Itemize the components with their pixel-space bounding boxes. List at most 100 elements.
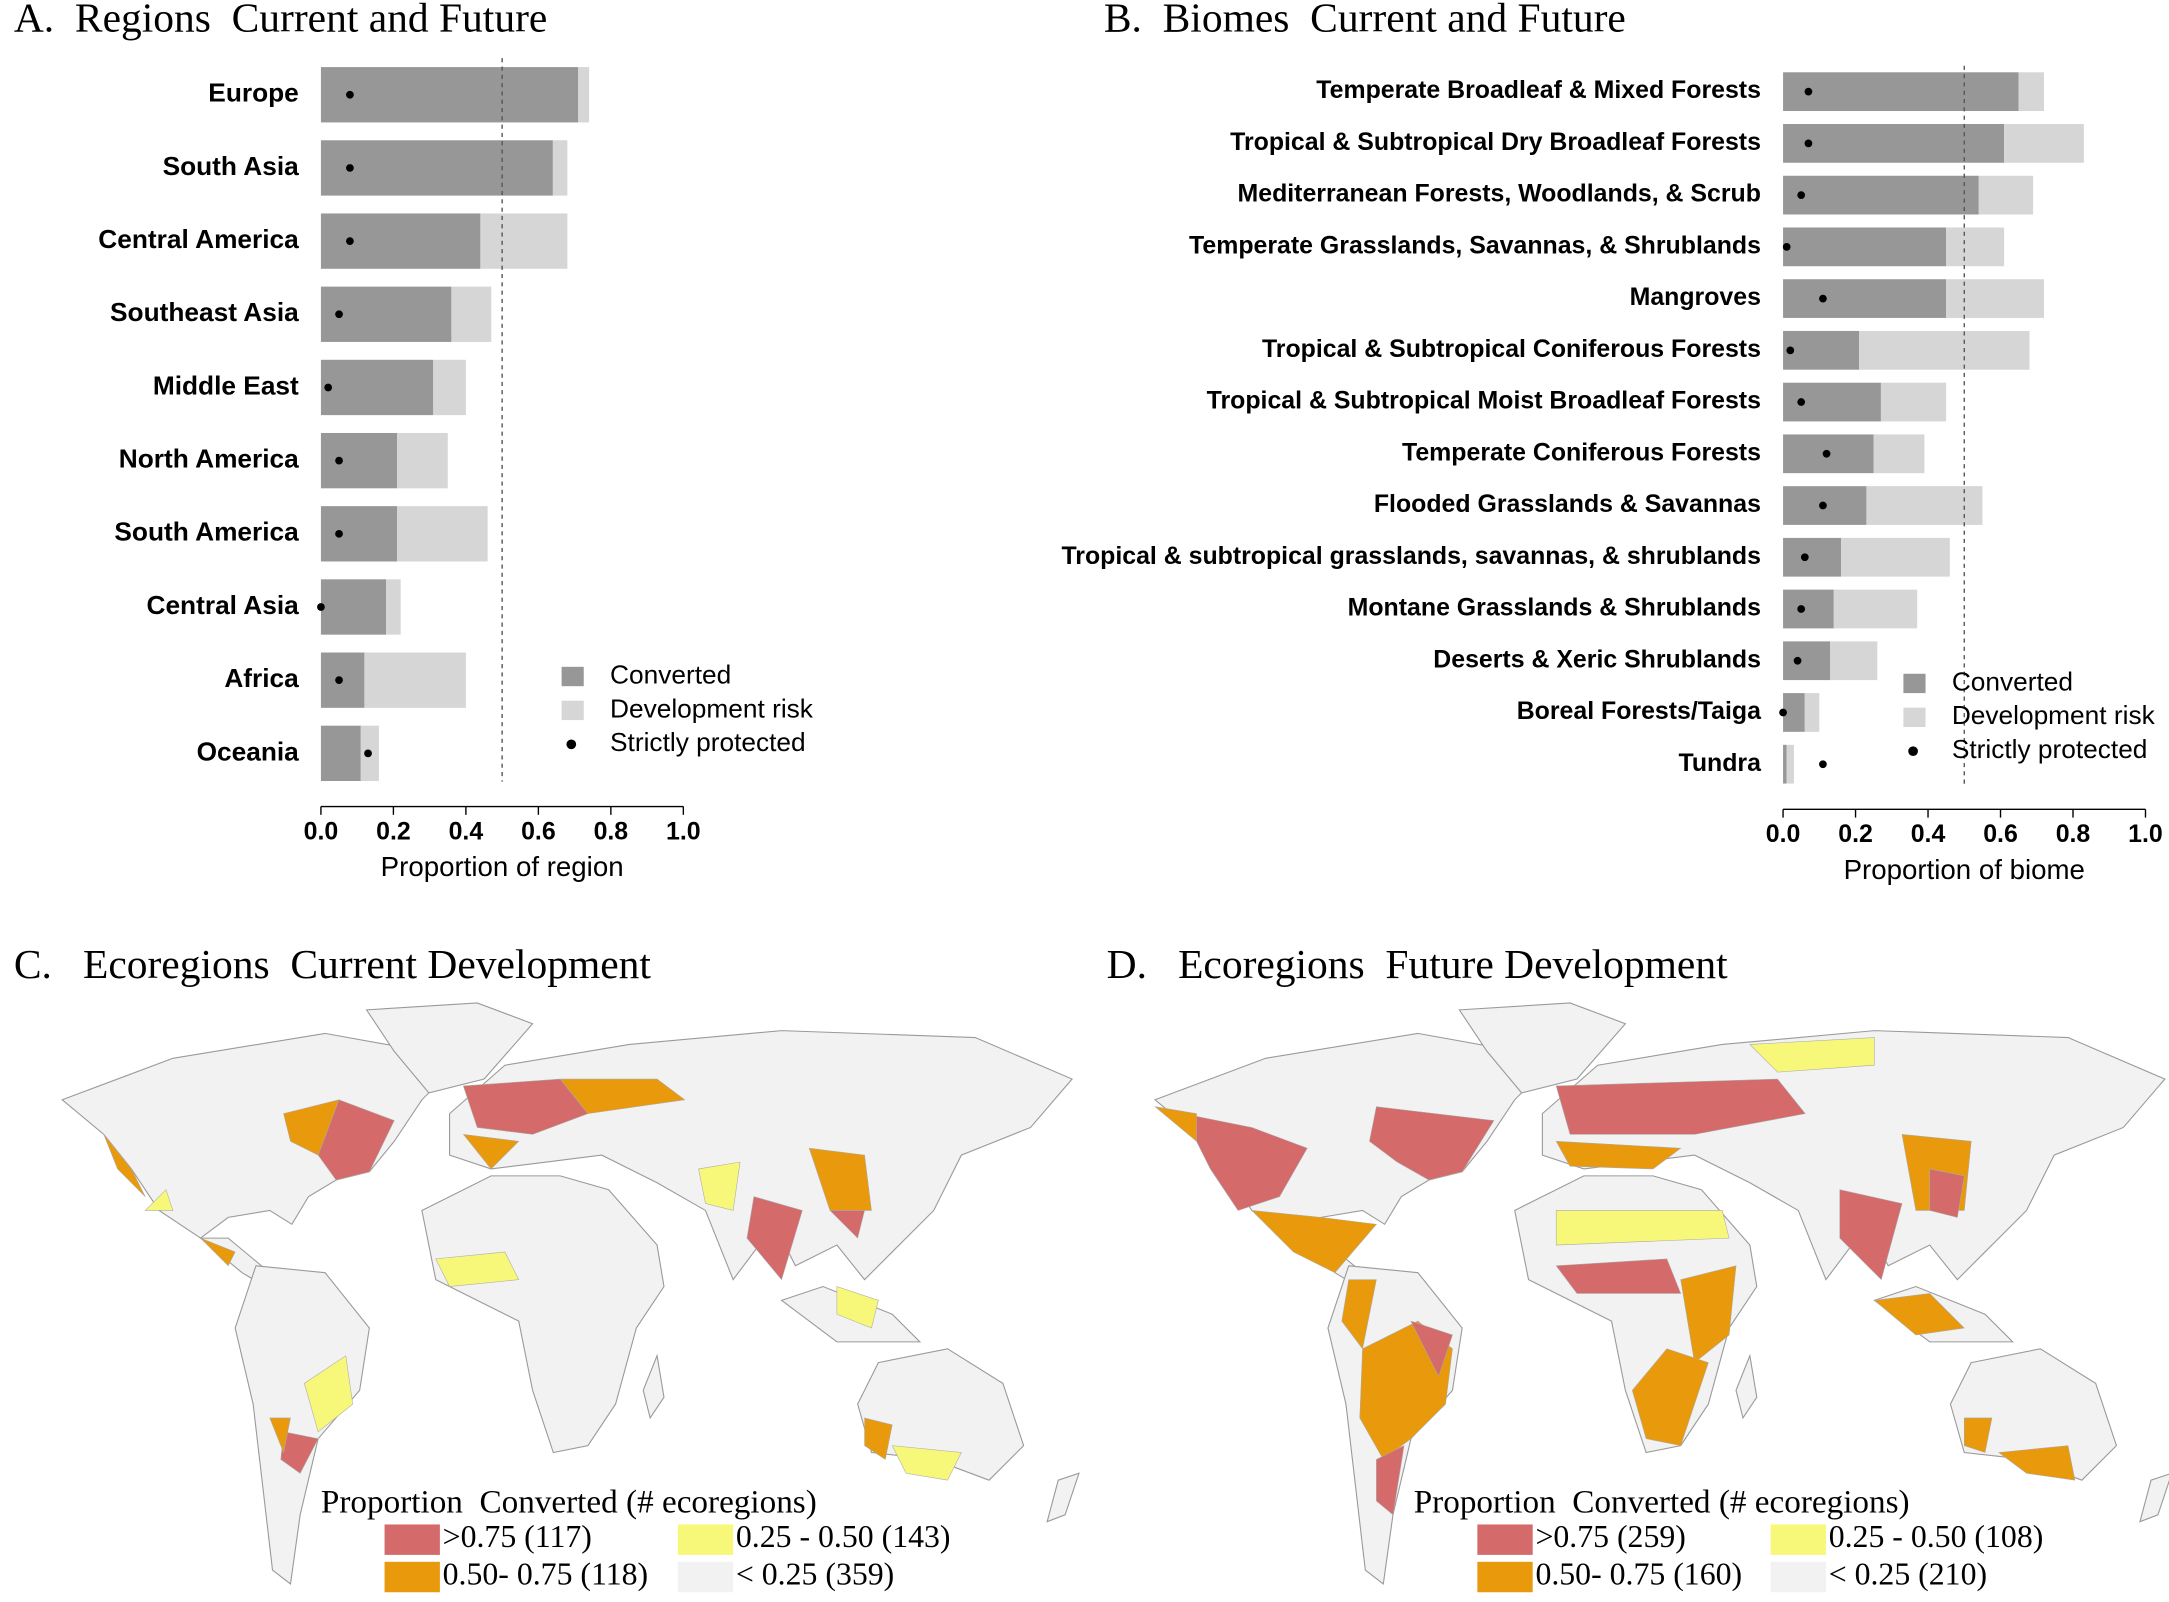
- category-label: Temperate Broadleaf & Mixed Forests: [1316, 76, 1761, 104]
- bar-segment: [386, 579, 401, 635]
- ecoregion: [280, 1431, 319, 1474]
- legend-label: >0.75 (259): [1535, 1519, 1685, 1554]
- bar-segment: [320, 213, 481, 269]
- bar-segment: [1873, 434, 1925, 474]
- bar-segment: [2004, 124, 2084, 163]
- bar-segment: [397, 506, 488, 562]
- x-tick-label: 0.6: [521, 817, 556, 845]
- chart-title: B. Biomes Current and Future: [1104, 0, 1626, 41]
- bar-segment: [1786, 744, 1794, 784]
- legend-swatch: [384, 1524, 440, 1555]
- ecoregion: [1555, 1258, 1682, 1294]
- protected-dot: [324, 383, 333, 392]
- protected-dot: [1793, 656, 1802, 665]
- ecoregion: [1555, 1078, 1806, 1135]
- bar-segment: [1783, 330, 1860, 370]
- protected-dot: [364, 749, 372, 758]
- bar-segment: [1783, 175, 1979, 215]
- land: [2139, 1473, 2169, 1523]
- category-label: Mediterranean Forests, Woodlands, & Scru…: [1238, 180, 1761, 208]
- bar-segment: [1783, 279, 1947, 318]
- ecoregion: [1555, 1140, 1682, 1170]
- protected-dot: [346, 237, 354, 245]
- ecoregion: [1376, 1445, 1405, 1516]
- ecoregion: [1369, 1106, 1495, 1181]
- bar-segment: [1830, 641, 1878, 681]
- bar-segment: [397, 432, 448, 489]
- category-label: South Asia: [163, 151, 300, 181]
- bar-segment: [578, 67, 590, 123]
- legend-label: Strictly protected: [1952, 734, 2148, 764]
- legend-label: >0.75 (117): [443, 1519, 592, 1554]
- category-label: South America: [114, 517, 299, 547]
- category-label: Central America: [98, 224, 299, 254]
- bar-segment: [320, 140, 553, 196]
- protected-dot: [1800, 553, 1809, 562]
- ecoregion: [1680, 1265, 1737, 1364]
- ecoregion: [1749, 1037, 1875, 1073]
- protected-dot: [335, 310, 343, 319]
- ecoregion: [1839, 1189, 1903, 1281]
- protected-dot: [1819, 501, 1827, 510]
- ecoregion: [463, 1078, 589, 1135]
- land: [1735, 1353, 1758, 1420]
- x-tick-label: 0.4: [1911, 820, 1946, 848]
- ecoregion: [283, 1099, 340, 1156]
- chart-title: C. Ecoregions Current Development: [14, 941, 652, 987]
- bar-segment: [1783, 124, 2005, 163]
- protected-dot: [1797, 191, 1806, 199]
- legend-label: 0.25 - 0.50 (108): [1829, 1519, 2044, 1554]
- ecoregion: [269, 1417, 291, 1454]
- legend-label: Converted: [610, 659, 731, 689]
- ecoregion: [1998, 1445, 2076, 1481]
- x-tick-label: 0.0: [304, 817, 339, 845]
- protected-dot: [1822, 449, 1831, 458]
- bar-segment: [320, 725, 361, 782]
- category-label: Southeast Asia: [110, 297, 299, 327]
- ecoregion: [1873, 1293, 1965, 1336]
- land: [642, 1353, 665, 1420]
- x-tick-label: 1.0: [2128, 820, 2163, 848]
- land: [1458, 1002, 1627, 1094]
- bar-segment: [451, 286, 492, 342]
- category-label: Tropical & Subtropical Dry Broadleaf For…: [1230, 128, 1761, 156]
- protected-dot: [1804, 87, 1813, 96]
- legend-swatch: [1477, 1524, 1533, 1555]
- legend-title: Proportion Converted (# ecoregions): [1414, 1484, 1910, 1521]
- x-axis-label: Proportion of region: [381, 851, 624, 882]
- ecoregion: [864, 1417, 893, 1460]
- chart-title: A. Regions Current and Future: [14, 0, 547, 41]
- land: [1046, 1472, 1080, 1523]
- legend-label: 0.50- 0.75 (160): [1535, 1556, 1742, 1591]
- bar-segment: [320, 432, 398, 489]
- protected-dot: [335, 529, 343, 538]
- legend-label: Development risk: [1952, 700, 2156, 730]
- protected-dot: [1819, 760, 1827, 769]
- category-label: Middle East: [153, 370, 299, 400]
- bar-segment: [1859, 330, 2030, 370]
- legend-dot: [1908, 746, 1918, 757]
- bar-segment: [1946, 279, 2045, 318]
- legend-swatch: [677, 1561, 734, 1593]
- category-label: Tundra: [1678, 749, 1761, 777]
- protected-dot: [1819, 294, 1827, 303]
- protected-dot: [317, 603, 325, 611]
- category-label: Tropical & Subtropical Coniferous Forest…: [1262, 335, 1761, 363]
- ecoregion: [559, 1078, 686, 1114]
- legend-label: Converted: [1952, 666, 2073, 696]
- ecoregion: [836, 1286, 879, 1329]
- ecoregion: [698, 1161, 741, 1211]
- category-label: Oceania: [197, 736, 300, 766]
- x-tick-label: 0.6: [1983, 820, 2018, 848]
- ecoregion: [1251, 1210, 1377, 1274]
- ecoregion: [808, 1147, 872, 1211]
- ecoregion: [1929, 1168, 1965, 1218]
- bar-segment: [1841, 537, 1950, 577]
- map: [1153, 1002, 2169, 1585]
- chart-title: D. Ecoregions Future Development: [1107, 941, 1728, 987]
- legend-label: < 0.25 (210): [1829, 1556, 1987, 1591]
- legend-label: Development risk: [610, 693, 814, 723]
- ecoregion: [1963, 1417, 1993, 1453]
- ecoregion: [144, 1189, 174, 1211]
- x-tick-label: 0.2: [1838, 820, 1873, 848]
